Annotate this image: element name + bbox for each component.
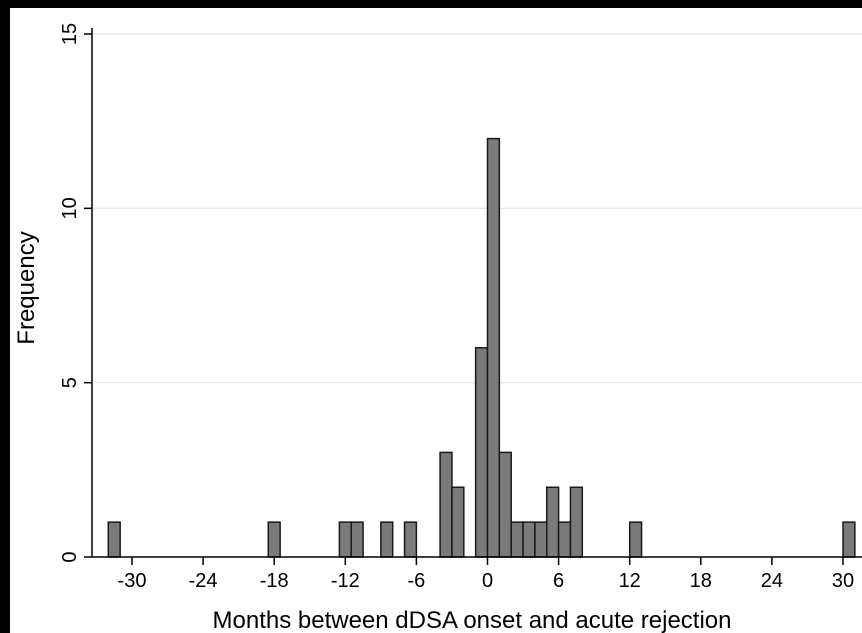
x-tick-label: 18 — [690, 570, 712, 592]
axes-layer — [91, 28, 862, 558]
x-tick-label: -12 — [331, 570, 360, 592]
bar-10 — [498, 451, 512, 558]
bar-1 — [267, 521, 281, 558]
bar-12 — [522, 521, 536, 558]
x-ticks: -30 -24 -18 -12 -6 0 6 12 18 24 30 — [118, 557, 854, 592]
bar-3 — [350, 521, 364, 558]
bar-7 — [451, 486, 465, 558]
bar-13 — [534, 521, 548, 558]
bar-9 — [486, 137, 501, 558]
y-tick-label: 10 — [59, 197, 81, 219]
bar-6 — [439, 451, 453, 558]
bar-18 — [842, 521, 856, 558]
bar-15 — [557, 521, 572, 558]
x-tick-label: -30 — [118, 570, 147, 592]
x-tick-label: 24 — [761, 570, 783, 592]
y-ticks: 0 5 10 15 — [59, 23, 92, 563]
y-tick-label: 5 — [59, 377, 81, 388]
x-tick-label: 6 — [553, 570, 564, 592]
bar-5 — [403, 521, 418, 558]
y-axis-title: Frequency — [13, 231, 40, 344]
x-tick-label: -18 — [260, 570, 289, 592]
bar-14 — [546, 486, 560, 558]
figure-background — [10, 8, 862, 633]
bar-2 — [338, 521, 352, 558]
x-tick-label: 30 — [832, 570, 854, 592]
x-tick-label: 12 — [619, 570, 641, 592]
bar-0 — [107, 521, 121, 558]
y-tick-label: 0 — [59, 551, 81, 562]
bar-8 — [474, 347, 489, 558]
x-tick-label: -24 — [189, 570, 218, 592]
y-tick-label: 15 — [59, 23, 81, 45]
x-axis-title: Months between dDSA onset and acute reje… — [213, 607, 732, 633]
bar-11 — [510, 521, 524, 558]
x-tick-label: 0 — [482, 570, 493, 592]
x-tick-label: -6 — [408, 570, 426, 592]
bar-16 — [569, 486, 584, 558]
bar-17 — [628, 521, 643, 558]
bar-4 — [380, 521, 394, 558]
